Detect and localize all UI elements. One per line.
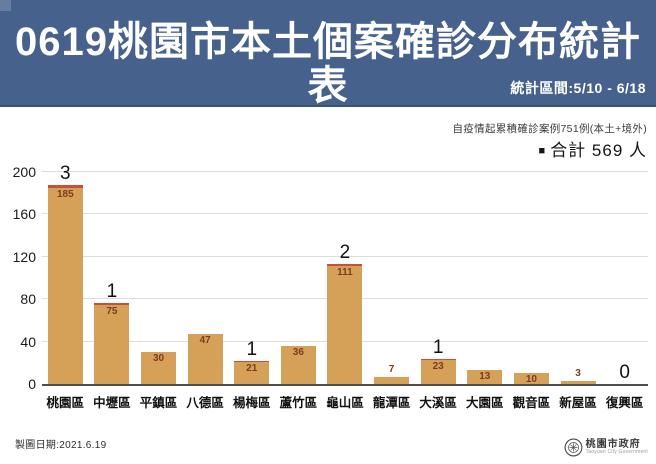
- bar-slot: 30: [135, 172, 182, 384]
- bar-value-label: 3: [575, 367, 581, 379]
- bar-slot: 13: [461, 172, 508, 384]
- total-cases-bar: 21: [234, 361, 270, 384]
- x-axis-label: 龜山區: [326, 396, 364, 410]
- new-cases-label: 1: [432, 336, 444, 358]
- legend-square-icon: ■: [538, 145, 547, 157]
- logo-title: 桃園市政府: [585, 438, 641, 450]
- y-tick-label: 80: [20, 291, 36, 308]
- bar-slot: 1 21: [228, 172, 275, 384]
- x-axis-label: 八德區: [186, 396, 224, 410]
- gridline: [42, 255, 648, 257]
- header: 0619桃園市本土個案確診分布統計表 統計區間:5/10 - 6/18: [0, 0, 656, 108]
- new-cases-segment: [420, 358, 456, 360]
- x-axis-label: 大溪區: [419, 396, 457, 410]
- total-cases-bar: 47: [187, 334, 223, 384]
- taoyuan-government-logo: 桃園市政府 Taoyuan City Government: [564, 438, 648, 457]
- corner-decoration: [0, 0, 11, 11]
- bar-value-label: 23: [432, 360, 444, 372]
- total-cases-bar: [560, 380, 596, 384]
- x-axis-label: 平鎮區: [139, 396, 178, 410]
- plot-area: 3 185 1 75 30 47 1 21 36 2 111 7 1 23 13 10 3 0: [42, 163, 648, 386]
- bar-chart: 0 40 80 120 160 200 3 185 1 75 30 47 1 21 36 2 111 7 1 23 1…: [0, 163, 648, 392]
- bar-value-label: 185: [56, 188, 74, 200]
- logo-subtitle: Taoyuan City Government: [585, 449, 648, 456]
- bar-value-label: 47: [199, 335, 211, 347]
- y-tick-label: 160: [12, 206, 36, 223]
- total-count-text: 合計 569 人: [550, 141, 647, 160]
- new-cases-segment: [327, 264, 363, 267]
- page-title: 0619桃園市本土個案確診分布統計表: [15, 20, 641, 108]
- bar-value-label: 7: [388, 363, 395, 375]
- x-axis-label: 蘆竹區: [279, 396, 318, 410]
- bar-slot: 3 185: [42, 163, 89, 384]
- bar-slot: 2 111: [322, 172, 369, 384]
- new-cases-label: 3: [60, 162, 71, 184]
- chart-date-label: 製圖日期:2021.6.19: [15, 440, 107, 451]
- y-tick-label: 0: [28, 376, 36, 392]
- total-cases-bar: 23: [420, 359, 456, 384]
- x-axis-labels: 桃園區 中壢區 平鎮區 八德區 楊梅區 蘆竹區 龜山區 龍潭區 大溪區 大園區 觀音區 新屋區 復興區: [42, 392, 648, 411]
- logo-emblem-icon: [564, 438, 583, 457]
- bar-slot: 47: [182, 172, 229, 384]
- x-axis-label: 中壢區: [93, 396, 131, 410]
- bar-value-label: 36: [292, 346, 304, 358]
- bar-value-label: 111: [337, 267, 353, 279]
- y-tick-label: 40: [20, 333, 36, 350]
- cumulative-cases-note: 自疫情起累積確診案例751例(本土+境外): [452, 123, 647, 135]
- bar-slot: 1 23: [415, 172, 462, 384]
- bar-value-label: 30: [152, 353, 165, 365]
- bar-slot: 7: [368, 172, 415, 384]
- y-axis: 0 40 80 120 160 200: [0, 164, 36, 392]
- bar-value-label: 13: [479, 371, 491, 383]
- total-cases-bar: 185: [47, 187, 83, 384]
- bar-slot: 1 75: [89, 172, 136, 384]
- new-cases-segment: [47, 184, 83, 188]
- total-cases-bar: 36: [280, 345, 316, 384]
- y-tick-label: 200: [12, 164, 36, 180]
- gridline: [42, 213, 648, 215]
- x-axis-label: 大園區: [466, 396, 504, 410]
- new-cases-segment: [234, 360, 270, 362]
- total-cases-bar: [374, 376, 410, 384]
- total-cases-bar: 111: [327, 266, 363, 384]
- total-cases-bar: 13: [467, 370, 503, 384]
- x-axis-label: 新屋區: [559, 396, 597, 410]
- stat-period-label: 統計區間:5/10 - 6/18: [510, 80, 646, 96]
- bar-value-label: 75: [106, 305, 118, 317]
- bar-slot: 0: [601, 172, 648, 384]
- new-cases-label: 0: [619, 362, 630, 383]
- new-cases-segment: [94, 303, 130, 305]
- total-count-label: ■ 合計 569 人: [539, 136, 647, 161]
- new-cases-label: 2: [339, 242, 351, 264]
- x-axis-label: 復興區: [605, 396, 644, 410]
- bar-value-label: 10: [525, 374, 537, 386]
- x-axis-label: 楊梅區: [232, 396, 271, 410]
- bar-slot: 36: [275, 172, 322, 384]
- x-axis-label: 觀音區: [512, 396, 551, 410]
- total-cases-bar: 30: [141, 352, 177, 384]
- gridline: [42, 171, 648, 172]
- y-tick-label: 120: [12, 248, 36, 265]
- bar-value-label: 21: [246, 362, 258, 374]
- new-cases-label: 1: [106, 281, 118, 303]
- bar-slot: 10: [508, 172, 555, 386]
- x-axis-label: 桃園區: [46, 396, 85, 410]
- x-axis-label: 龍潭區: [372, 396, 411, 410]
- bar-slot: 3: [555, 172, 602, 384]
- total-cases-bar: 75: [94, 304, 130, 384]
- total-cases-bar: 10: [513, 373, 549, 386]
- new-cases-label: 1: [246, 338, 258, 360]
